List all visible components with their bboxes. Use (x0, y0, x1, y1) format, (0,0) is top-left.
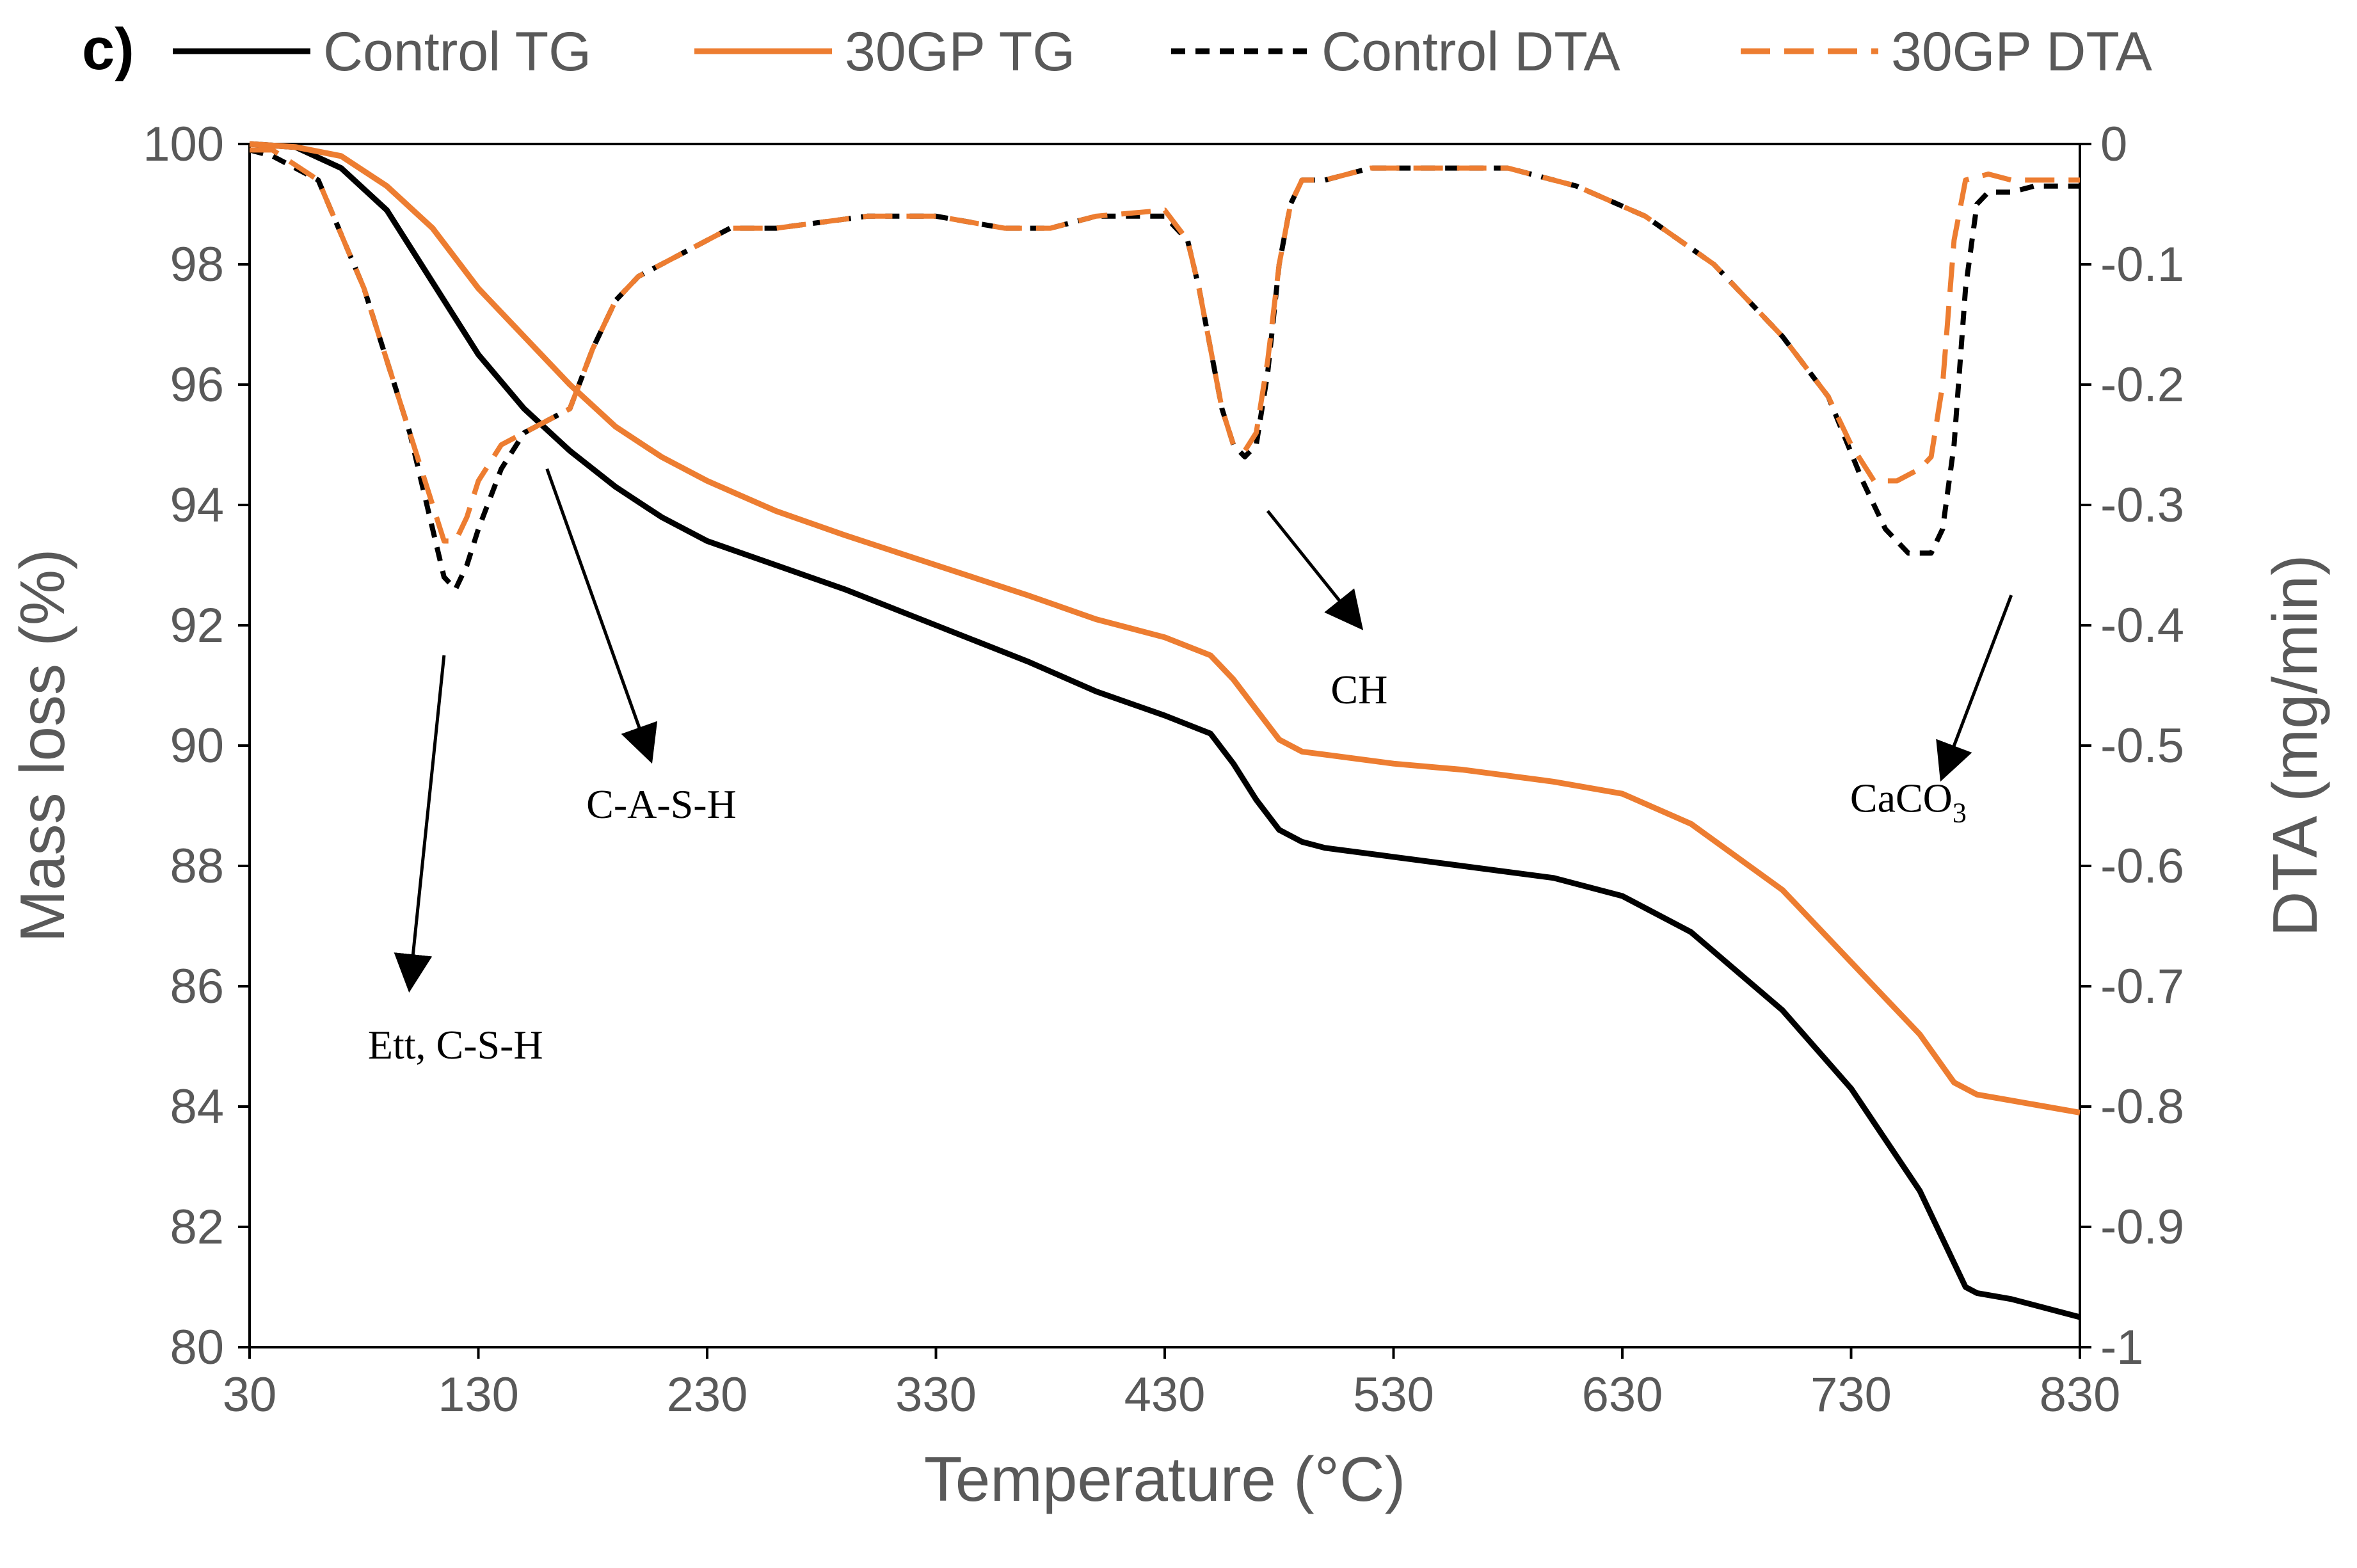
y2-tick-label: -0.1 (2100, 237, 2184, 292)
x-tick-label: 630 (1582, 1368, 1663, 1422)
x-tick-label: 30 (223, 1368, 277, 1422)
annotation-arrow (1266, 509, 1364, 630)
legend-label: Control TG (323, 21, 591, 83)
y-tick-label: 90 (170, 719, 224, 773)
y2-tick-label: -0.2 (2100, 358, 2184, 412)
series-line-control-tg (249, 141, 2081, 1320)
annotation-layer: Ett, C-S-H C-A-S-H CH CaCO3 (368, 468, 2013, 1068)
y-tick-label: 84 (170, 1080, 224, 1134)
y2-tick-label: -0.3 (2100, 478, 2184, 532)
y2-tick-label: -0.7 (2100, 959, 2184, 1014)
y-axis-ticks: 80 82 84 86 88 90 92 94 96 98 100 (143, 117, 250, 1375)
y-tick-label: 98 (170, 237, 224, 292)
series-line-30gp-dta (250, 147, 2080, 544)
x-tick-label: 430 (1124, 1368, 1206, 1422)
y2-tick-label: -0.9 (2100, 1200, 2184, 1254)
x-tick-label: 230 (667, 1368, 748, 1422)
y-tick-label: 100 (143, 117, 224, 172)
y-tick-label: 82 (170, 1200, 224, 1254)
y2-tick-label: -0.8 (2100, 1080, 2184, 1134)
y2-tick-label: 0 (2100, 117, 2127, 172)
plot-frame (248, 143, 2081, 1348)
y2-tick-label: -0.5 (2100, 719, 2184, 773)
legend: c) Control TG 30GP TG Control DTA 30GP DTA (82, 17, 2153, 83)
annotation-label: CaCO3 (1850, 775, 1967, 828)
annotation-subscript: 3 (1953, 797, 1967, 828)
y2-axis-ticks: -1 -0.9 -0.8 -0.7 -0.6 -0.5 -0.4 -0.3 -0.2 -0.1 0 (2080, 117, 2184, 1375)
legend-label: 30GP DTA (1891, 21, 2153, 83)
y-tick-label: 80 (170, 1320, 224, 1375)
y-tick-label: 92 (170, 598, 224, 653)
x-tick-label: 330 (895, 1368, 977, 1422)
x-tick-label: 130 (438, 1368, 519, 1422)
y-tick-label: 88 (170, 839, 224, 893)
x-tick-label: 830 (2040, 1368, 2121, 1422)
y2-axis-title: DTA (mg/min) (2260, 554, 2330, 936)
y2-tick-label: -0.6 (2100, 839, 2184, 893)
annotation-arrow (1936, 595, 2013, 782)
annotation-arrow (545, 468, 658, 764)
y-tick-label: 94 (170, 478, 224, 532)
annotation-label: CH (1330, 667, 1387, 712)
y2-tick-label: -0.4 (2100, 598, 2184, 653)
legend-label: Control DTA (1322, 21, 1620, 83)
x-axis-ticks: 30 130 230 330 430 530 630 730 830 (223, 1347, 2121, 1422)
annotation-label: Ett, C-S-H (368, 1022, 543, 1068)
annotation-label: C-A-S-H (586, 781, 737, 827)
y-tick-label: 86 (170, 959, 224, 1014)
y-axis-title: Mass loss (%) (7, 548, 77, 942)
series-layer (248, 141, 2081, 1320)
y2-tick-label: -1 (2100, 1320, 2144, 1375)
x-axis-title: Temperature (°C) (924, 1444, 1406, 1514)
legend-label: 30GP TG (845, 21, 1075, 83)
series-line-30gp-tg (249, 141, 2081, 1116)
x-tick-label: 730 (1810, 1368, 1892, 1422)
x-tick-label: 530 (1353, 1368, 1434, 1422)
y-tick-label: 96 (170, 358, 224, 412)
panel-label: c) (82, 17, 134, 82)
annotation-arrow (394, 655, 446, 993)
